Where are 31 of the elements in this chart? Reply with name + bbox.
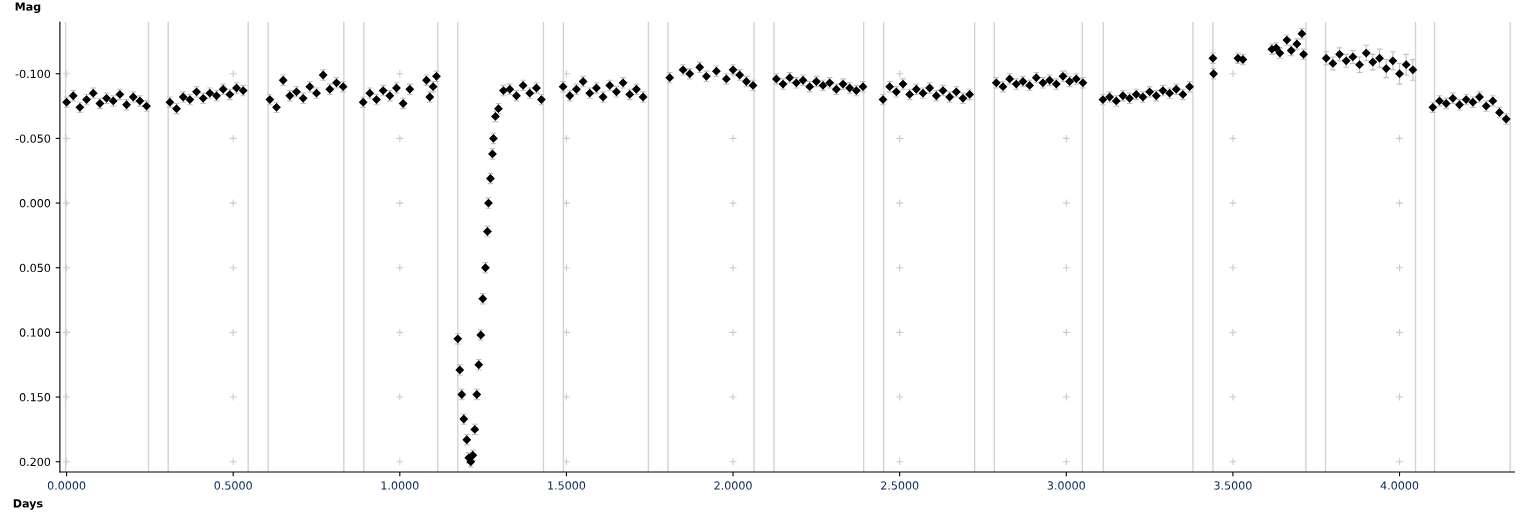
y-tick-label: 0.000	[19, 199, 51, 208]
point	[1402, 60, 1411, 69]
point	[1322, 54, 1331, 63]
x-tick-label: 1.0000	[381, 481, 419, 490]
y-tick-label: 0.150	[19, 393, 51, 402]
y-tick-label: -0.100	[15, 69, 51, 79]
x-axis-title: Days	[13, 499, 43, 510]
y-tick-label: 0.050	[19, 263, 51, 273]
x-tick-label: 3.0000	[1047, 481, 1085, 490]
point	[1328, 59, 1338, 68]
point	[1382, 64, 1391, 73]
y-tick-label: 0.200	[19, 457, 51, 467]
x-tick-label: 2.5000	[881, 481, 919, 490]
x-tick-label: 2.0000	[714, 481, 752, 490]
x-tick-label: 1.5000	[548, 481, 586, 490]
point	[1355, 60, 1364, 69]
x-tick-label: 3.5000	[1214, 481, 1252, 490]
x-tick-label: 0.5000	[214, 481, 252, 490]
point	[1342, 56, 1351, 65]
x-tick-label: 0.0000	[47, 481, 86, 490]
point	[1395, 69, 1404, 78]
point	[1368, 57, 1378, 67]
point	[1375, 54, 1384, 63]
point	[1408, 65, 1417, 74]
point	[1335, 50, 1344, 59]
y-axis-title: Mag	[15, 2, 41, 14]
y-tick-label: -0.050	[15, 134, 51, 143]
point	[1362, 48, 1371, 58]
x-tick-label: 4.0000	[1380, 481, 1419, 490]
y-tick-label: 0.100	[19, 328, 51, 337]
point	[1388, 56, 1397, 65]
